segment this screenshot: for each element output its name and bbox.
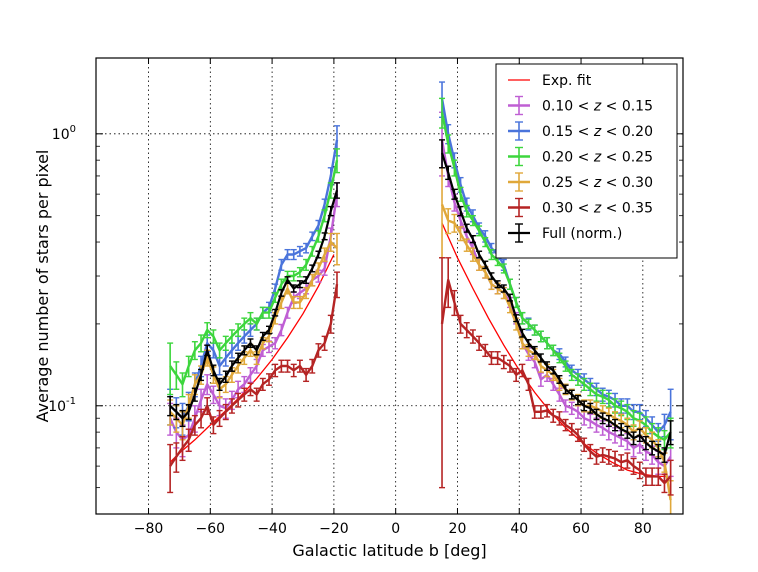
series-line	[169, 240, 338, 427]
legend-label: 0.25 < z < 0.30	[542, 175, 653, 191]
fit-layer	[169, 222, 668, 478]
legend-label-operator: <	[573, 201, 594, 217]
series-line	[169, 159, 339, 386]
series-line	[169, 139, 339, 420]
series-line	[169, 189, 339, 420]
legend-label-operator: <	[601, 124, 622, 140]
legend-label-suffix: 0.30	[622, 175, 653, 191]
legend-label-mid: z	[593, 175, 602, 191]
legend-label-prefix: 0.25	[542, 175, 573, 191]
x-tick-label: 60	[572, 521, 590, 537]
legend-label-prefix: 0.20	[542, 150, 573, 166]
x-tick-label: −20	[319, 521, 349, 537]
y-tick-base: 10	[48, 399, 66, 415]
x-tick-label: 80	[634, 521, 652, 537]
grid	[96, 58, 683, 514]
series-full-norm-	[167, 139, 674, 463]
series-line	[440, 203, 672, 501]
legend-label-suffix: 0.35	[622, 201, 653, 217]
series-line	[169, 284, 339, 467]
y-tick-label: 100	[52, 124, 76, 143]
plot-frame	[95, 57, 684, 515]
legend-label-prefix: 0.30	[542, 201, 573, 217]
legend-label-mid: z	[593, 99, 602, 115]
series-layer	[167, 81, 674, 514]
legend-label: 0.20 < z < 0.25	[542, 150, 653, 166]
legend-label-mid: z	[593, 150, 602, 166]
legend-label-operator: <	[601, 175, 622, 191]
legend-label-operator: <	[601, 201, 622, 217]
legend-label-operator: <	[601, 150, 622, 166]
series-line	[440, 152, 672, 456]
series-0-20-z-0-25	[167, 97, 674, 451]
x-axis-label: Galactic latitude b [deg]	[292, 541, 486, 560]
y-tick-base: 10	[52, 127, 70, 143]
x-tick-label: −40	[257, 521, 287, 537]
legend-label-suffix: 0.20	[622, 124, 653, 140]
x-tick-label: 0	[391, 521, 400, 537]
legend-label-suffix: 0.25	[622, 150, 653, 166]
x-tick-label: 20	[449, 521, 467, 537]
legend-label-operator: <	[573, 124, 594, 140]
legend-label: 0.10 < z < 0.15	[542, 99, 653, 115]
legend-label: 0.15 < z < 0.20	[542, 124, 653, 140]
y-axis-label: Average number of stars per pixel	[33, 150, 52, 423]
fit-curve	[169, 254, 335, 463]
legend-label: 0.30 < z < 0.35	[542, 201, 653, 217]
y-tick-exponent: -1	[66, 396, 76, 407]
x-tick-label: 40	[510, 521, 528, 537]
legend-label-suffix: 0.15	[622, 99, 653, 115]
legend-label-prefix: 0.10	[542, 99, 573, 115]
legend-label-operator: <	[601, 99, 622, 115]
legend-label-operator: <	[573, 175, 594, 191]
series-line	[440, 278, 672, 485]
fit-curve	[441, 222, 668, 478]
x-tick-label: −80	[134, 521, 164, 537]
series-line	[440, 112, 672, 441]
y-tick-exponent: 0	[70, 124, 76, 135]
legend-box	[495, 63, 678, 259]
series-0-30-z-0-35	[167, 257, 674, 496]
legend-label: Full (norm.)	[542, 226, 622, 242]
x-tick-label: −60	[196, 521, 226, 537]
legend-label-mid: z	[593, 201, 602, 217]
legend-label-prefix: 0.15	[542, 124, 573, 140]
legend-label: Exp. fit	[542, 73, 592, 89]
legend-label-operator: <	[573, 150, 594, 166]
legend-label-mid: z	[593, 124, 602, 140]
legend-label-operator: <	[573, 99, 594, 115]
y-tick-label: 10-1	[48, 396, 76, 415]
